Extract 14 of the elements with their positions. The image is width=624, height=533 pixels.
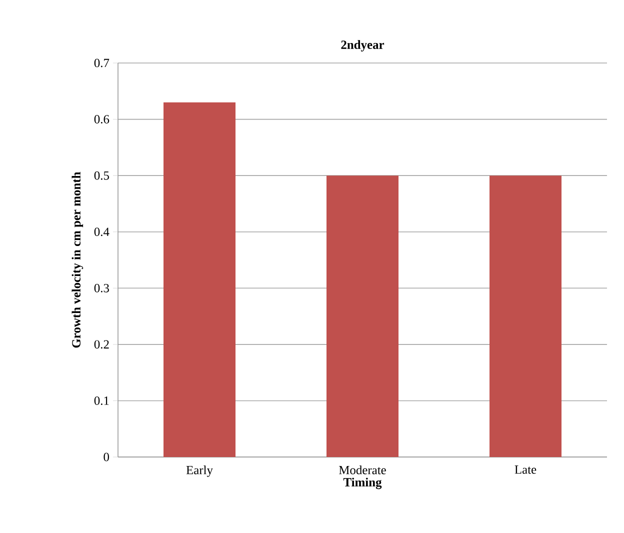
y-axis-title: Growth velocity in cm per month <box>72 172 84 348</box>
y-tick-label: 0.1 <box>94 396 109 405</box>
x-axis-title: Timing <box>343 478 382 490</box>
y-tick-label: 0.7 <box>94 58 110 68</box>
x-tick-label: Moderate <box>339 466 386 474</box>
y-tick-label: 0 <box>104 452 110 462</box>
y-tick-label: 0.2 <box>94 340 109 349</box>
chart-title: 2ndyear <box>341 40 384 52</box>
x-tick-label: Early <box>186 466 213 477</box>
x-tick-label: Late <box>514 466 536 474</box>
y-tick-label: 0.6 <box>94 115 110 124</box>
y-tick-label: 0.4 <box>94 228 110 236</box>
y-tick-label: 0.3 <box>94 284 109 292</box>
y-tick-label: 0.5 <box>94 171 109 180</box>
